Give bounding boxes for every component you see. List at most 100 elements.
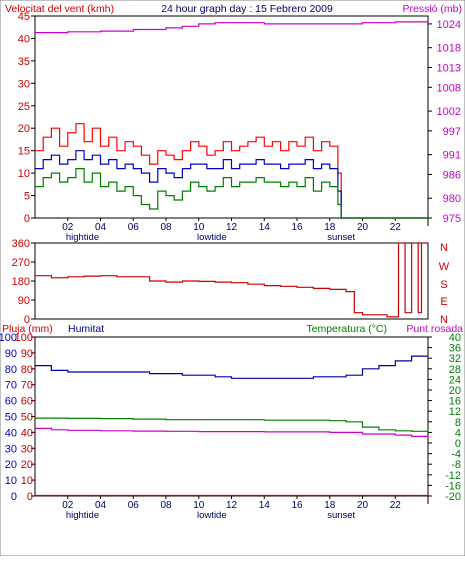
compass-n-top: N [440,242,448,254]
x-tick-label: 08 [160,500,172,511]
x-tick-label: 02 [62,500,74,511]
x-tick-label: 20 [357,222,369,233]
y2-tick-label: 991 [443,150,461,162]
x-tick-label: 06 [128,500,140,511]
y-tick-label: 10 [18,168,30,180]
x-tick-label: 14 [259,222,271,233]
y2-tick-label: -8 [451,459,461,471]
y-tick-label: 5 [24,191,30,203]
compass-n-bottom: N [440,314,448,326]
y-tick-label: 50 [5,412,17,424]
y2-tick-label: 997 [443,126,461,138]
y-tick-label: 15 [18,146,30,158]
rain-tick-label: 40 [21,427,33,439]
rain-tick-label: 80 [21,364,33,376]
y-tick-label: 20 [5,459,17,471]
y-tick-label: 90 [5,348,17,360]
y2-tick-label: 0 [455,438,461,450]
humidity-axis-label: Humitat [68,323,104,335]
x-marker-label: hightide [66,232,99,243]
x-tick-label: 22 [390,222,402,233]
pressure-axis-label: Pressió (mb) [402,3,462,15]
y2-tick-label: 8 [455,417,461,429]
y-tick-label: 45 [18,11,30,23]
y2-tick-label: 986 [443,169,461,181]
y2-tick-label: 1018 [437,43,461,55]
y2-tick-label: 4 [455,427,461,439]
y-tick-label: 60 [5,396,17,408]
x-marker-label: lowtide [197,232,227,243]
compass-w: W [439,261,450,273]
x-tick-label: 16 [291,222,303,233]
y2-tick-label: 40 [449,332,461,344]
x-tick-label: 20 [357,500,369,511]
series-dewpoint [35,427,429,437]
x-tick-label: 06 [128,222,140,233]
x-tick-label: 22 [390,500,402,511]
rain-tick-label: 100 [15,332,33,344]
compass-s: S [440,279,447,291]
x-marker-label: lowtide [197,510,227,521]
x-marker-label: sunset [327,510,355,521]
y2-tick-label: 980 [443,193,461,205]
y-tick-label: 10 [5,475,17,487]
x-tick-label: 12 [226,500,238,511]
series-avg [35,150,428,219]
rain-tick-label: 70 [21,380,33,392]
x-tick-label: 04 [95,500,107,511]
x-tick-label: 08 [160,222,172,233]
series-temperature [35,417,429,432]
rain-tick-label: 10 [21,475,33,487]
y2-tick-label: 1013 [437,62,461,74]
x-marker-label: sunset [327,232,355,243]
y2-tick-label: -4 [451,449,461,461]
y2-tick-label: -16 [445,480,461,492]
x-marker-label: hightide [66,510,99,521]
x-tick-label: 02 [62,222,74,233]
rain-tick-label: 30 [21,443,33,455]
rain-tick-label: 20 [21,459,33,471]
chart-title: 24 hour graph day : 15 Febrero 2009 [161,3,333,15]
series-direction [35,242,428,318]
y2-tick-label: 36 [449,343,461,355]
y-tick-label: 80 [5,364,17,376]
x-tick-label: 16 [291,500,303,511]
series-gust [35,123,428,219]
y2-tick-label: 28 [449,364,461,376]
y-tick-label: 360 [12,238,30,250]
series-min [35,168,428,219]
y-tick-label: 30 [18,78,30,90]
y-tick-label: 40 [18,33,30,45]
y2-tick-label: 1024 [437,19,461,31]
rain-axis-label: Pluja (mm) [2,323,53,335]
x-tick-label: 10 [193,222,205,233]
y-tick-label: 100 [0,332,17,344]
y2-tick-label: 24 [449,374,461,386]
x-tick-label: 04 [95,222,107,233]
y-tick-label: 20 [18,123,30,135]
y-tick-label: 90 [18,295,30,307]
y2-tick-label: 1002 [437,106,461,118]
series-humidity [35,355,428,379]
y-tick-label: 70 [5,380,17,392]
rain-tick-label: 0 [27,491,33,503]
y-tick-label: 270 [12,257,30,269]
series-pressure [35,21,429,34]
x-tick-label: 12 [226,222,238,233]
x-tick-label: 14 [259,500,271,511]
rain-tick-label: 90 [21,348,33,360]
y-tick-label: 35 [18,56,30,68]
y-tick-label: 0 [24,213,30,225]
y2-tick-label: -20 [445,491,461,503]
y-tick-label: 40 [5,427,17,439]
y-tick-label: 30 [5,443,17,455]
x-tick-label: 10 [193,500,205,511]
dewpoint-axis-label: Punt rosada [406,323,463,335]
y2-tick-label: 1008 [437,82,461,94]
rain-tick-label: 60 [21,396,33,408]
y-tick-label: 180 [12,276,30,288]
plot-layer: 0510152025303540459759809869919971002100… [0,11,461,521]
x-tick-label: 18 [324,500,336,511]
